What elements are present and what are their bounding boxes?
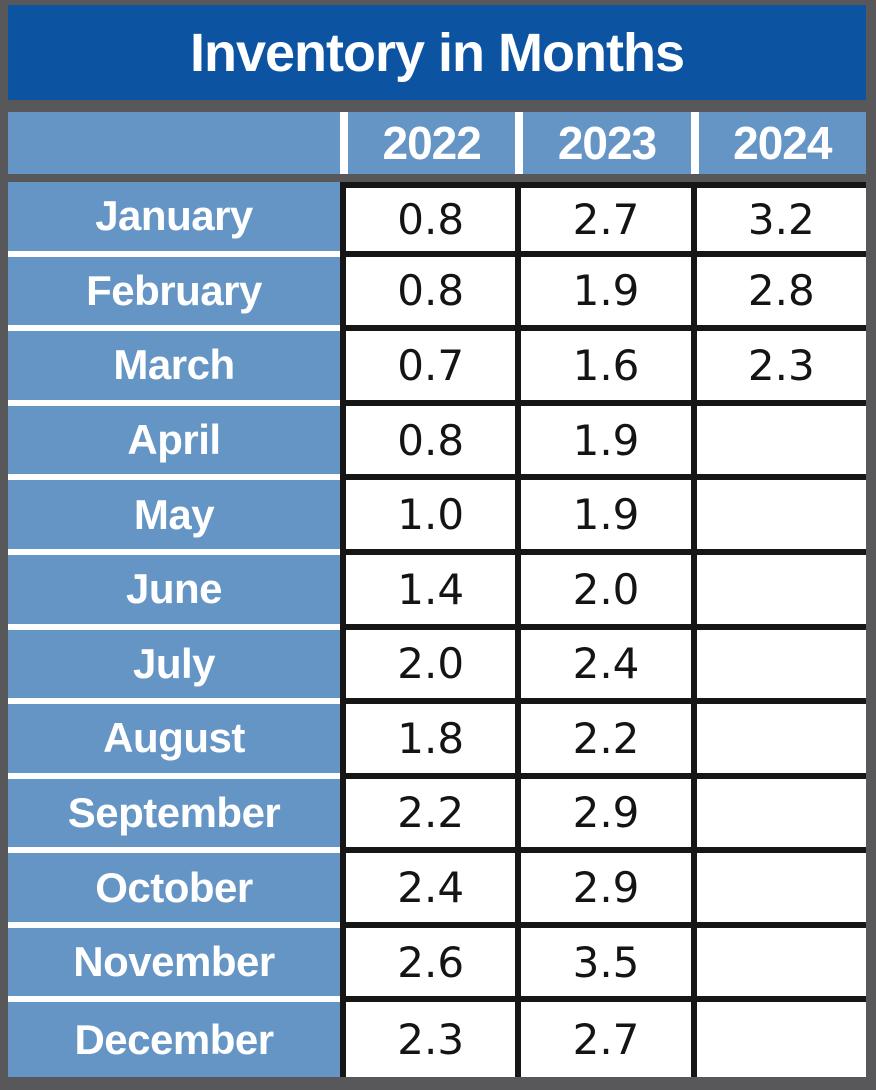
value-cell: 2.9 bbox=[515, 853, 691, 928]
value-cell: 2.2 bbox=[340, 778, 516, 854]
value-cell: 2.3 bbox=[690, 331, 866, 406]
value-cell: 3.2 bbox=[690, 182, 866, 257]
value-cell: 1.6 bbox=[515, 331, 691, 406]
month-cell: May bbox=[8, 480, 340, 555]
value-cell: 2.6 bbox=[340, 927, 516, 1003]
value-cell: 1.0 bbox=[340, 480, 516, 555]
page-title: Inventory in Months bbox=[190, 22, 685, 83]
year-header-2023: 2023 bbox=[515, 112, 691, 174]
value-cell: 2.2 bbox=[515, 704, 691, 779]
year-header-2022: 2022 bbox=[340, 112, 516, 174]
value-cell: 1.9 bbox=[515, 256, 691, 332]
title-bar: Inventory in Months bbox=[8, 5, 866, 100]
year-header-2024: 2024 bbox=[690, 112, 866, 174]
data-table: January 0.8 2.7 3.2 February 0.8 1.9 2.8… bbox=[8, 182, 866, 1077]
value-cell: 2.8 bbox=[690, 256, 866, 332]
value-cell: 2.4 bbox=[515, 629, 691, 705]
value-cell: 2.7 bbox=[515, 182, 691, 257]
value-cell: 1.9 bbox=[515, 480, 691, 555]
value-cell bbox=[690, 778, 866, 854]
value-cell bbox=[690, 1002, 866, 1077]
month-cell: September bbox=[8, 778, 340, 854]
value-cell: 0.8 bbox=[340, 182, 516, 257]
month-cell: August bbox=[8, 704, 340, 779]
value-cell: 3.5 bbox=[515, 927, 691, 1003]
value-cell: 2.4 bbox=[340, 853, 516, 928]
month-cell: March bbox=[8, 331, 340, 406]
value-cell: 2.7 bbox=[515, 1002, 691, 1077]
value-cell bbox=[690, 629, 866, 705]
value-cell: 0.8 bbox=[340, 256, 516, 332]
value-cell bbox=[690, 853, 866, 928]
month-cell: April bbox=[8, 405, 340, 481]
value-cell: 0.7 bbox=[340, 331, 516, 406]
month-cell: November bbox=[8, 927, 340, 1003]
month-cell: February bbox=[8, 256, 340, 332]
value-cell bbox=[690, 927, 866, 1003]
value-cell: 2.0 bbox=[340, 629, 516, 705]
value-cell bbox=[690, 480, 866, 555]
value-cell: 1.9 bbox=[515, 405, 691, 481]
value-cell: 2.9 bbox=[515, 778, 691, 854]
value-cell bbox=[690, 405, 866, 481]
value-cell: 1.8 bbox=[340, 704, 516, 779]
value-cell: 0.8 bbox=[340, 405, 516, 481]
value-cell: 1.4 bbox=[340, 554, 516, 630]
month-cell: December bbox=[8, 1002, 340, 1077]
year-header-row: 2022 2023 2024 bbox=[8, 112, 866, 174]
month-cell: January bbox=[8, 182, 340, 257]
value-cell: 2.0 bbox=[515, 554, 691, 630]
month-cell: October bbox=[8, 853, 340, 928]
month-header-blank-cell bbox=[8, 112, 340, 174]
value-cell: 2.3 bbox=[340, 1002, 516, 1077]
value-cell bbox=[690, 554, 866, 630]
month-cell: June bbox=[8, 554, 340, 630]
value-cell bbox=[690, 704, 866, 779]
month-cell: July bbox=[8, 629, 340, 705]
